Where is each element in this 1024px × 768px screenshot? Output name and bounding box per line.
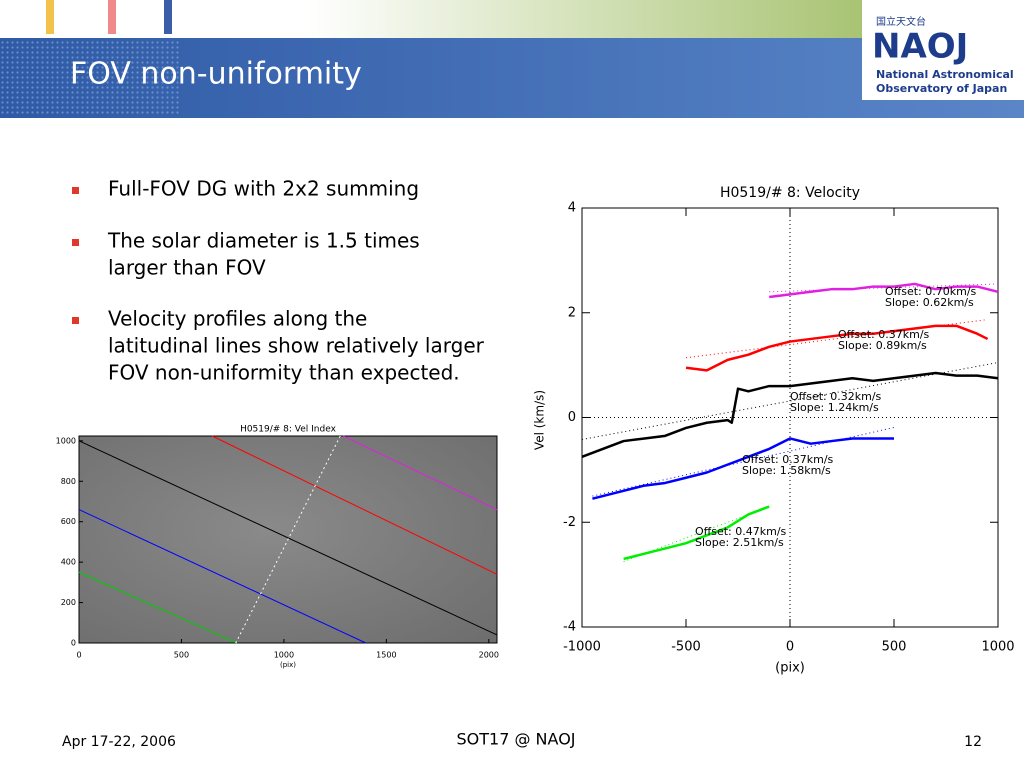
bullet-text: Full-FOV DG with 2x2 summing bbox=[108, 177, 419, 201]
overlay-line bbox=[78, 571, 237, 644]
stripe bbox=[164, 0, 172, 34]
x-tick-label: 1500 bbox=[376, 651, 396, 660]
y-axis-label: Vel (km/s) bbox=[533, 390, 547, 450]
y-tick-label: 800 bbox=[61, 477, 76, 486]
fit-annotation: Slope: 1.58km/s bbox=[742, 464, 831, 477]
chart-title: H0519/# 8: Vel Index bbox=[240, 425, 337, 435]
x-tick-label: 500 bbox=[174, 651, 189, 660]
y-tick-label: -4 bbox=[563, 620, 576, 635]
velocity-line bbox=[685, 324, 989, 372]
y-tick-label: 2 bbox=[568, 305, 576, 320]
y-tick-label: 1000 bbox=[56, 436, 76, 445]
bullet-marker bbox=[72, 317, 79, 324]
fit-annotation: Offset: 0.37km/s bbox=[742, 453, 834, 466]
velocity-chart: H0519/# 8: Velocity (pix) Vel (km/s) -1000 -… bbox=[533, 185, 1024, 676]
logo-kanji: 国立天文台 bbox=[876, 15, 926, 28]
fit-annotation: Slope: 1.24km/s bbox=[790, 401, 879, 414]
bullet-marker bbox=[72, 239, 79, 246]
fit-annotation: Offset: 0.37km/s bbox=[838, 328, 930, 341]
fit-annotation: Offset: 0.32km/s bbox=[790, 390, 882, 403]
logo-mark: NAOJ bbox=[872, 27, 968, 67]
x-tick-label: 0 bbox=[76, 651, 81, 660]
bullet-text: Velocity profiles along the bbox=[108, 307, 367, 331]
velocity-line bbox=[623, 505, 770, 561]
banner-dots bbox=[0, 40, 180, 116]
fit-annotation: Slope: 0.62km/s bbox=[885, 296, 974, 309]
bullet-text: latitudinal lines show relatively larger bbox=[108, 334, 485, 358]
velocity-line bbox=[581, 371, 999, 458]
x-axis-label: (pix) bbox=[280, 661, 296, 669]
slide-title: FOV non-uniformity bbox=[70, 57, 362, 92]
x-tick-label: 1000 bbox=[274, 651, 294, 660]
x-axis-label: (pix) bbox=[775, 661, 805, 676]
chart-title: H0519/# 8: Velocity bbox=[720, 185, 860, 201]
x-tick-label: 500 bbox=[882, 640, 907, 655]
bullet-marker bbox=[72, 187, 79, 194]
plot-area bbox=[545, 200, 1024, 640]
bullet-text: The solar diameter is 1.5 times bbox=[107, 229, 420, 253]
y-tick-label: 0 bbox=[71, 639, 76, 648]
footer-event: SOT17 @ NAOJ bbox=[457, 730, 576, 749]
overlay-line bbox=[343, 435, 498, 511]
x-tick-label: -1000 bbox=[563, 640, 601, 655]
x-tick-label: -500 bbox=[671, 640, 701, 655]
overlay-line bbox=[235, 435, 341, 644]
y-tick-label: 400 bbox=[61, 558, 76, 567]
fit-line bbox=[581, 362, 999, 440]
fit-annotation: Offset: 0.70km/s bbox=[885, 285, 977, 298]
y-tick-label: 0 bbox=[568, 410, 576, 425]
stripe bbox=[108, 0, 116, 34]
fit-annotation: Offset: 0.47km/s bbox=[695, 525, 787, 538]
bullet-text: FOV non-uniformity than expected. bbox=[108, 361, 460, 385]
image-chart: H0519/# 8: Vel Index (pix) 0 500 1000 1500 200… bbox=[56, 425, 499, 670]
footer-page: 12 bbox=[964, 734, 982, 750]
footer-date: Apr 17-22, 2006 bbox=[62, 734, 176, 750]
overlay-line bbox=[78, 440, 498, 636]
x-tick-label: 0 bbox=[786, 640, 794, 655]
logo-box bbox=[862, 0, 1024, 100]
bullet-text: larger than FOV bbox=[108, 256, 266, 280]
logo-name: Observatory of Japan bbox=[876, 82, 1007, 95]
fit-annotation: Slope: 0.89km/s bbox=[838, 339, 927, 352]
y-tick-label: 600 bbox=[61, 517, 76, 526]
fit-annotation: Slope: 2.51km/s bbox=[695, 536, 784, 549]
overlay-line bbox=[78, 509, 367, 644]
velocity-line bbox=[769, 282, 999, 299]
y-tick-label: 200 bbox=[61, 598, 76, 607]
overlay-line bbox=[211, 435, 498, 575]
logo-name: National Astronomical bbox=[876, 68, 1014, 81]
stripe bbox=[46, 0, 54, 34]
velocity-line bbox=[592, 437, 894, 500]
x-tick-label: 1000 bbox=[981, 640, 1014, 655]
bullet-list: Full-FOV DG with 2x2 summing The solar di… bbox=[72, 177, 485, 385]
y-tick-label: 4 bbox=[568, 201, 576, 216]
fit-line bbox=[685, 319, 988, 359]
x-tick-label: 2000 bbox=[479, 651, 499, 660]
y-tick-label: -2 bbox=[563, 515, 576, 530]
